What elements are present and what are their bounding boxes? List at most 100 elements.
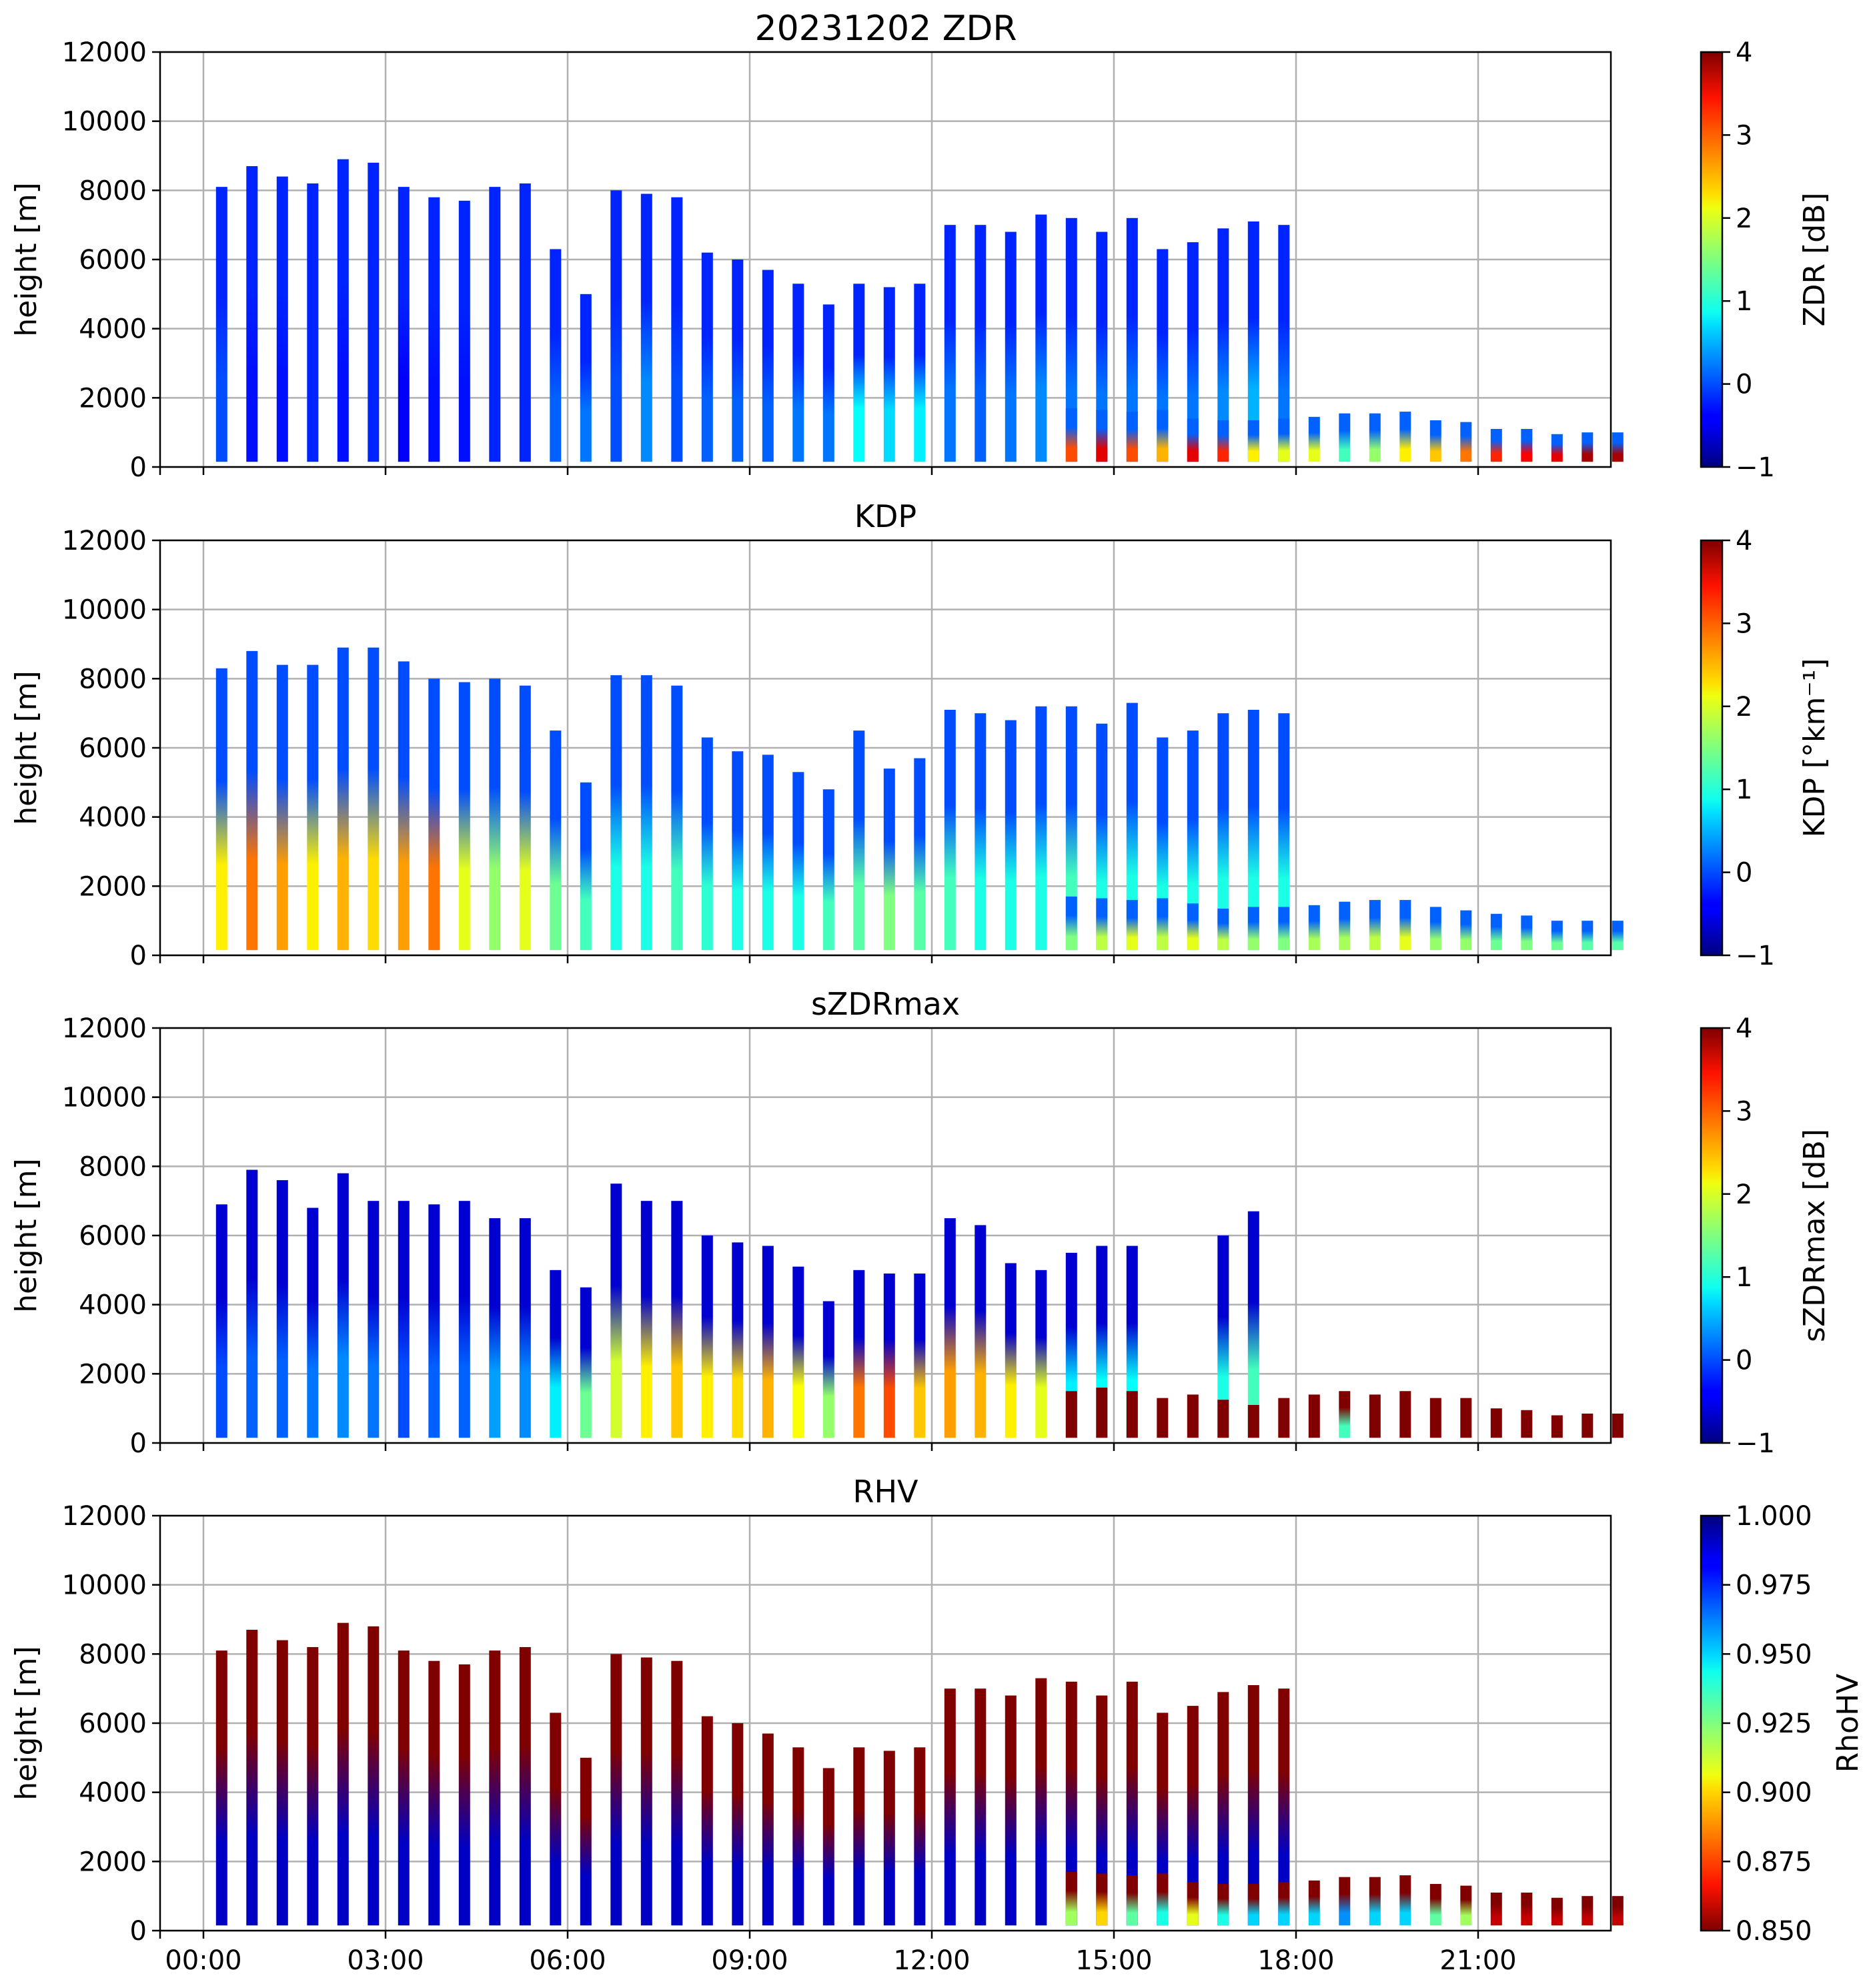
y-tick-label: 8000 [79,1639,147,1670]
profile-bar [489,1650,501,1926]
profile-bar [610,1183,622,1438]
profile-bar [1278,225,1290,462]
colorbar-tick-label: 0.925 [1736,1708,1812,1739]
colorbar-tick-label: 0.975 [1736,1570,1812,1601]
y-tick-label: 8000 [79,175,147,206]
profile-bar [640,1657,652,1926]
profile-bar [1582,921,1594,951]
y-tick-label: 4000 [79,1778,147,1809]
profile-bar [762,270,774,462]
profile-bar [580,1287,592,1438]
profile-bar [610,675,622,951]
profile-bar [215,668,227,951]
profile-bar [1187,1706,1199,1926]
profile-bar [975,1225,987,1438]
profile-bar [1187,903,1199,951]
y-tick-label: 0 [130,1916,147,1947]
profile-bar [246,650,258,951]
profile-bar [1157,1712,1169,1926]
y-tick-label: 4000 [79,314,147,345]
profile-bar [1308,1880,1320,1926]
panel-szdrmax: sZDRmax 0 2000 4000 6000 8000 10000 12000 height… [9,986,1832,1459]
colorbar-tick-label: 4 [1736,37,1752,68]
profile-bar [550,1270,562,1438]
profile-bar [1005,1263,1017,1438]
profile-bar [1490,428,1502,462]
y-tick-label: 2000 [79,1847,147,1877]
colorbar-tick-label: 0.900 [1736,1778,1812,1809]
profile-bar [215,1204,227,1438]
profile-bar [701,1235,713,1438]
profile-bar [1065,896,1077,951]
profile-bar [1429,1884,1441,1926]
profile-bar [550,730,562,951]
profile-bar [1005,720,1017,951]
profile-bar [732,260,744,462]
profile-bar [1217,909,1229,951]
x-tick-label: 12:00 [893,1945,970,1976]
profile-bar [1035,214,1047,462]
profile-bar [1399,900,1411,951]
profile-bar [1096,1695,1108,1926]
colorbar-tick-label: 3 [1736,120,1752,151]
profile-bar [428,1660,440,1926]
colorbar-tick-label: 4 [1736,1013,1752,1044]
profile-bar [883,769,895,951]
profile-bar [1217,420,1229,462]
profile-bar [1157,1873,1169,1926]
profile-bar [215,187,227,462]
profile-bar [1308,416,1320,462]
panel-title: sZDRmax [811,986,960,1022]
profile-bar [1217,228,1229,462]
panel-rhv: RHV 0 2000 4000 6000 8000 10000 12000 height [m]… [9,1474,1865,1976]
colorbar-tick-label: 0.875 [1736,1847,1812,1877]
x-tick-label: 06:00 [529,1945,606,1976]
profile-bar [1126,1391,1138,1438]
colorbar: 0.850 0.875 0.900 0.925 0.950 0.975 1.000 RhoHV [1700,1501,1865,1947]
profile-bar [1582,1896,1594,1926]
profile-bar [246,166,258,462]
profile-bar [914,1747,926,1926]
profile-bar [307,183,319,462]
x-tick-label: 09:00 [711,1945,788,1976]
y-axis-label: height [m] [9,670,43,825]
profile-bar [640,193,652,462]
profile-bar [337,159,349,462]
profile-bar [276,1180,288,1438]
profile-bar [398,661,410,951]
profile-bar [853,730,865,951]
profile-bar [1369,1877,1381,1926]
profile-bar [1551,434,1563,462]
profile-bar [975,713,987,951]
profile-bar [307,1646,319,1926]
profile-bar [489,678,501,951]
profile-bar [701,1716,713,1926]
profile-bar [732,1242,744,1438]
colorbar-gradient [1700,539,1724,957]
y-tick-label: 12000 [62,526,147,556]
profile-bar [1096,1388,1108,1438]
profile-bar [1005,231,1017,462]
profile-bar [1096,1873,1108,1926]
colorbar-tick-label: 0 [1736,1346,1752,1376]
profile-bar [1247,1211,1259,1438]
profile-bar [822,1768,834,1926]
profile-bar [580,782,592,951]
profile-bar [1187,242,1199,462]
y-tick-label: 10000 [62,595,147,626]
profile-bar [1217,1884,1229,1926]
profile-bar [1582,1413,1594,1438]
profile-bar [914,1274,926,1438]
colorbar-label: sZDRmax [dB] [1798,1129,1832,1342]
profile-bar [1065,217,1077,462]
colorbar-tick-label: 3 [1736,1096,1752,1127]
profile-bar [1035,1678,1047,1926]
profile-bar [822,304,834,462]
profile-bar [853,1747,865,1926]
y-tick-label: 12000 [62,37,147,68]
colorbar: −1 0 1 2 3 4 sZDRmax [dB] [1700,1013,1832,1459]
profile-bar [1157,249,1169,462]
profile-bar [671,197,683,462]
profile-bar [368,1626,380,1926]
y-tick-label: 2000 [79,871,147,902]
